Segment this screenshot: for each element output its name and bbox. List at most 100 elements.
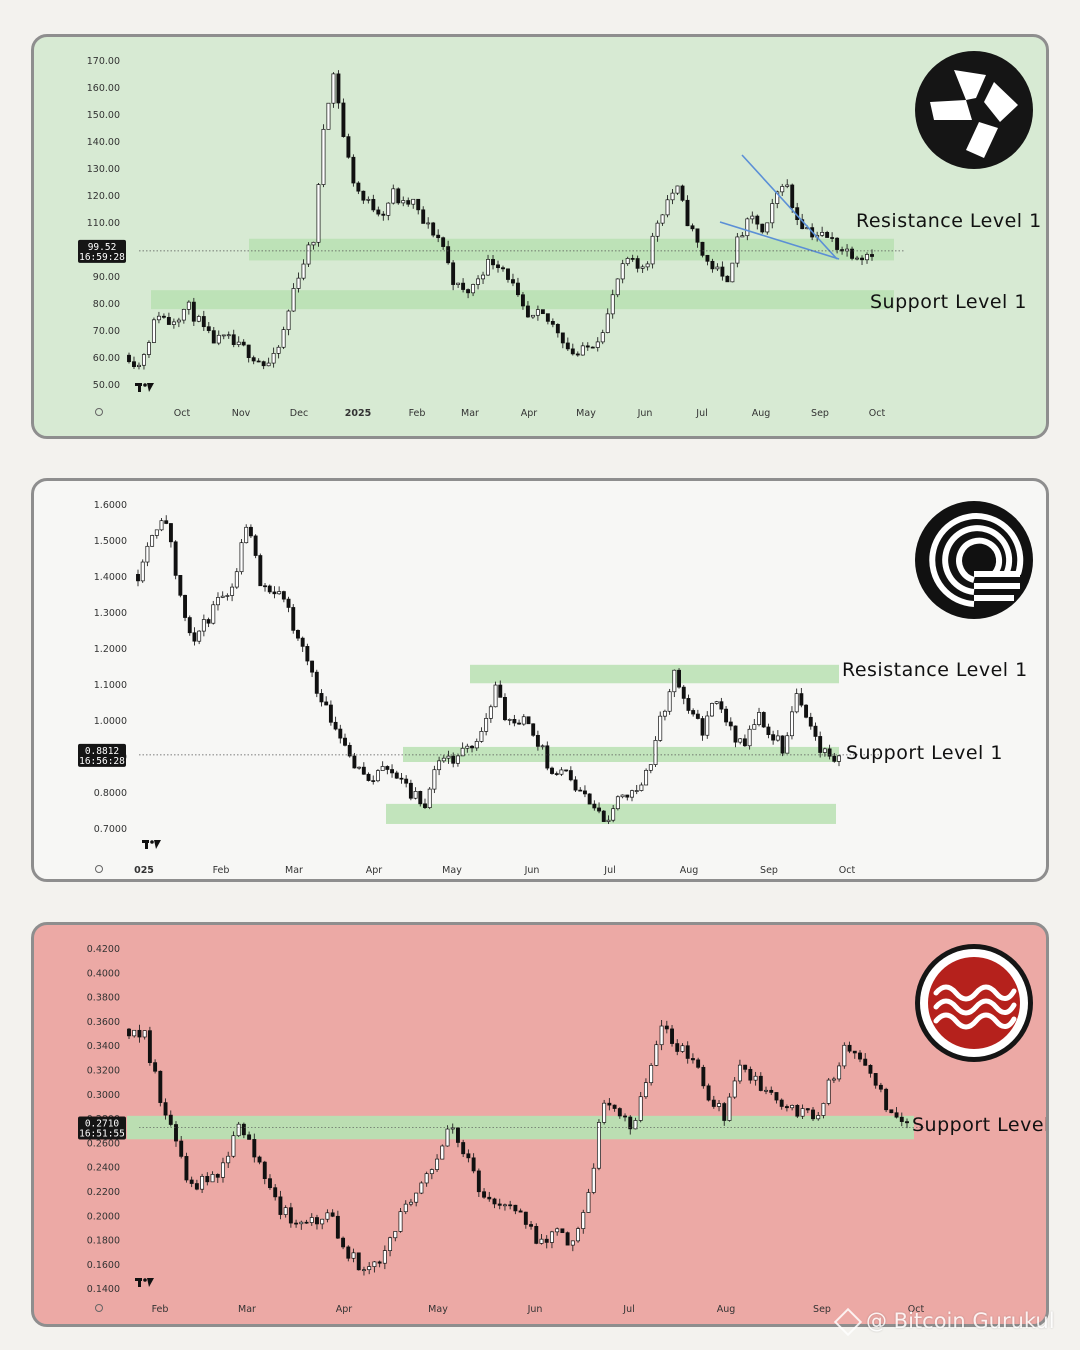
candle — [705, 254, 710, 266]
candle — [747, 725, 752, 750]
y-tick-label: 60.00 — [93, 353, 120, 364]
tradingview-logo-icon — [142, 840, 161, 849]
candle — [644, 768, 649, 786]
candle — [371, 775, 376, 785]
current-price-value: 99.52 — [88, 242, 117, 253]
candle — [147, 1026, 152, 1066]
candle — [300, 636, 305, 652]
candle — [615, 278, 620, 298]
candle — [523, 1211, 528, 1229]
candle — [539, 1234, 544, 1245]
tradingview-logo-icon — [135, 1278, 154, 1287]
candle — [573, 776, 578, 793]
candle — [161, 313, 166, 319]
candle — [582, 785, 587, 798]
candle — [710, 702, 714, 717]
candle — [446, 240, 451, 265]
candle — [690, 1053, 695, 1064]
candle — [326, 102, 331, 130]
candle — [377, 1260, 382, 1268]
candle — [545, 741, 550, 771]
x-tick-label: Aug — [680, 865, 699, 876]
candle — [375, 769, 380, 783]
y-tick-label: 110.00 — [87, 218, 120, 229]
y-tick-label: 1.5000 — [94, 536, 127, 547]
candle — [210, 1171, 215, 1183]
settings-gear-icon[interactable] — [95, 408, 103, 416]
candle — [206, 617, 211, 628]
candle — [852, 1050, 857, 1059]
wedge-lower-line — [719, 221, 840, 260]
candle — [585, 342, 590, 351]
candle — [894, 1107, 899, 1119]
candle — [753, 1071, 758, 1086]
candle — [761, 711, 766, 729]
candle — [288, 1202, 293, 1228]
candle — [677, 668, 681, 689]
candle — [820, 226, 825, 237]
candle — [416, 198, 421, 215]
candle — [258, 553, 263, 587]
candle — [493, 681, 498, 708]
candle — [401, 196, 406, 207]
candle — [357, 766, 362, 770]
candle — [399, 772, 404, 784]
candle — [234, 568, 239, 589]
candle — [780, 735, 785, 757]
candle — [531, 723, 536, 737]
candle — [639, 782, 644, 792]
candle — [310, 660, 315, 678]
candle — [650, 232, 655, 269]
candle — [388, 1236, 393, 1257]
candle — [159, 517, 164, 532]
candle — [492, 1197, 497, 1209]
candle — [386, 202, 391, 221]
watermark: @ Bitcoin Gurukul — [833, 1307, 1055, 1337]
candle — [460, 742, 465, 757]
candle — [873, 1073, 878, 1089]
candle — [847, 1041, 852, 1054]
candle — [192, 627, 197, 646]
x-tick-label: Apr — [521, 408, 538, 419]
candle — [487, 1191, 492, 1202]
candle — [451, 260, 456, 291]
y-tick-label: 170.00 — [87, 56, 120, 67]
settings-gear-icon[interactable] — [95, 1304, 103, 1312]
candle — [346, 1245, 351, 1262]
candle — [338, 724, 343, 744]
candle — [411, 198, 416, 209]
candle — [396, 187, 401, 205]
candle — [816, 1112, 821, 1121]
candle — [424, 1171, 429, 1187]
candle — [630, 789, 634, 802]
candle — [610, 289, 615, 319]
candle — [304, 1219, 309, 1224]
candle — [215, 1173, 220, 1183]
candle — [436, 229, 441, 243]
candle — [725, 275, 730, 283]
candle — [179, 1136, 184, 1159]
candle — [501, 265, 505, 272]
candle — [555, 1227, 560, 1236]
candle — [790, 1104, 795, 1111]
x-tick-label: Jul — [695, 408, 707, 419]
candle — [226, 1151, 231, 1169]
candle — [502, 1203, 507, 1211]
candle — [611, 804, 616, 823]
candle — [315, 1214, 319, 1230]
candle — [211, 327, 216, 344]
candle — [408, 779, 413, 801]
candle — [658, 711, 663, 742]
candle — [151, 317, 156, 344]
settings-gear-icon[interactable] — [95, 865, 103, 873]
circular-arcs-logo-icon — [915, 501, 1033, 619]
candle — [659, 1020, 664, 1051]
candle — [153, 1059, 158, 1074]
candle — [785, 179, 790, 189]
y-tick-label: 130.00 — [87, 164, 120, 175]
x-tick-label: Mar — [238, 1304, 256, 1315]
candle — [899, 1112, 904, 1127]
candle — [779, 1098, 784, 1110]
y-tick-label: 0.3600 — [87, 1017, 120, 1028]
candle — [286, 309, 291, 336]
